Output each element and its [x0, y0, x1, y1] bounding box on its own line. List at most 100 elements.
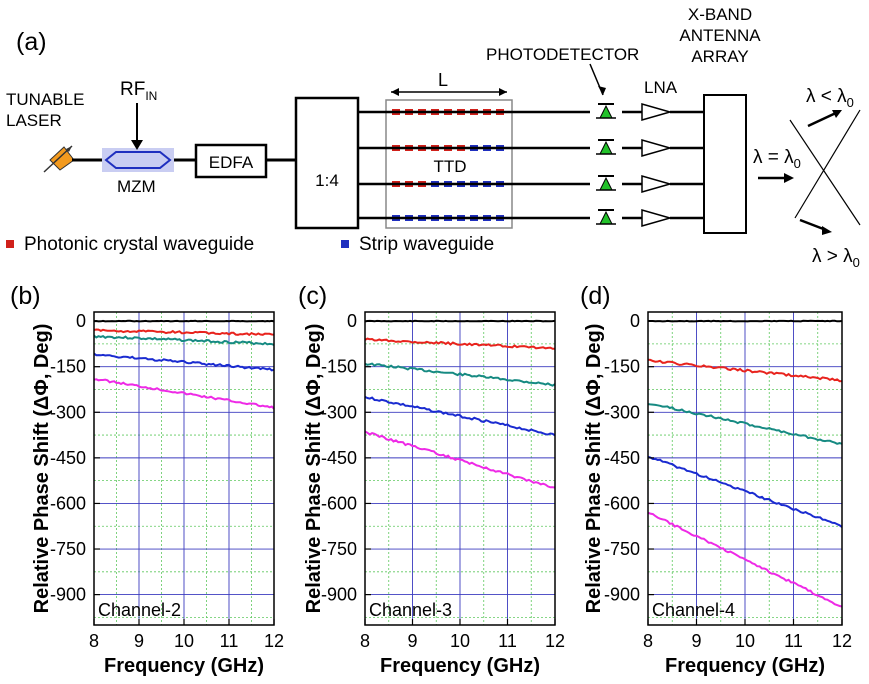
lna-amplifier-icon [641, 209, 673, 227]
channel-annotation: Channel-4 [652, 600, 735, 620]
laser-icon [43, 145, 75, 173]
ttd-box [385, 99, 513, 229]
beam-eq-label: λ = λ0 [753, 147, 801, 171]
lna-amplifier-icon [641, 139, 673, 157]
series-line [93, 352, 275, 372]
photodetector-label: PHOTODETECTOR [486, 45, 639, 64]
legend-pc-swatch [6, 240, 14, 248]
y-tick-label: -600 [604, 493, 640, 513]
panel-label-a: (a) [16, 28, 47, 56]
x-tick-label: 12 [545, 631, 565, 651]
y-tick-label: -300 [604, 402, 640, 422]
x-axis-label: Frequency (GHz) [380, 655, 540, 677]
mzm-modulator [102, 148, 174, 172]
y-tick-label: -750 [321, 539, 357, 559]
schematic-diagram: (a) TUNABLE LASER MZM RFIN EDFA 1:4 [6, 5, 861, 270]
series-line [93, 319, 275, 323]
y-tick-label: -300 [321, 402, 357, 422]
series-line [647, 511, 843, 608]
y-tick-label: -750 [604, 539, 640, 559]
phase-shift-charts: (b) 8 9 10 11 12 0 -150 -300 -450 -600 -750 -900 Chan… [10, 282, 852, 677]
panel-label: (c) [298, 282, 327, 310]
x-tick-label: 8 [89, 631, 99, 651]
tunable-laser-label-line1: TUNABLE [6, 90, 84, 109]
x-tick-label: 10 [450, 631, 470, 651]
beam-gt-label: λ > λ0 [812, 246, 860, 270]
beam-center-arrow-icon [784, 173, 794, 183]
x-tick-label: 10 [735, 631, 755, 651]
panel-label: (b) [10, 282, 41, 310]
y-axis-label: Relative Phase Shift (ΔΦ, Deg) [303, 324, 325, 614]
series-line [364, 395, 556, 437]
beam-down-arrow-icon [822, 226, 832, 235]
mzm-label: MZM [117, 177, 156, 196]
channel-annotation: Channel-2 [98, 600, 181, 620]
chart-panel: (b) 8 9 10 11 12 0 -150 -300 -450 -600 -750 -900 Chan… [10, 282, 284, 677]
y-tick-label: -300 [50, 402, 86, 422]
x-tick-label: 9 [691, 631, 701, 651]
lna-label: LNA [644, 78, 678, 97]
legend-strip-swatch [341, 240, 349, 248]
x-tick-label: 9 [407, 631, 417, 651]
tunable-laser-label-line2: LASER [6, 111, 62, 130]
legend-strip-label: Strip waveguide [359, 234, 494, 255]
x-tick-label: 10 [174, 631, 194, 651]
series-line [93, 378, 275, 410]
rf-in-arrow-icon [131, 140, 143, 150]
x-tick-label: 8 [360, 631, 370, 651]
x-tick-label: 8 [643, 631, 653, 651]
antenna-label-line1: X-BAND [688, 5, 752, 24]
rf-in-label: RFIN [120, 79, 157, 103]
y-tick-label: 0 [76, 311, 86, 331]
legend-pc-label: Photonic crystal waveguide [24, 234, 254, 255]
series-line [364, 319, 556, 323]
y-tick-label: -900 [50, 585, 86, 605]
channel-annotation: Channel-3 [369, 600, 452, 620]
y-tick-label: -600 [50, 493, 86, 513]
y-tick-label: 0 [630, 311, 640, 331]
antenna-label-line2: ANTENNA [679, 26, 761, 45]
antenna-array-box [703, 94, 747, 234]
y-axis-label: Relative Phase Shift (ΔΦ, Deg) [31, 324, 53, 614]
beam-up-arrow-icon [832, 110, 842, 118]
series-line [648, 319, 843, 323]
x-tick-label: 12 [832, 631, 852, 651]
series-line [364, 362, 556, 387]
series-line [93, 328, 275, 337]
ttd-label: TTD [433, 157, 466, 176]
x-tick-label: 9 [134, 631, 144, 651]
series-line [647, 455, 843, 528]
splitter-label: 1:4 [315, 171, 339, 190]
y-tick-label: -750 [50, 539, 86, 559]
series-line [364, 337, 556, 350]
x-tick-label: 11 [498, 631, 517, 651]
y-tick-label: -900 [321, 585, 357, 605]
photodetector-icon [590, 103, 622, 121]
lna-amplifier-icon [641, 175, 673, 193]
x-tick-label: 11 [220, 631, 239, 651]
photodetector-icon [590, 209, 622, 227]
x-axis-label: Frequency (GHz) [104, 655, 264, 677]
y-tick-label: -450 [50, 448, 86, 468]
edfa-label: EDFA [209, 153, 254, 172]
splitter-box [294, 96, 360, 230]
beam-line-2 [794, 109, 861, 219]
x-tick-label: 11 [784, 631, 803, 651]
chart-panel: (c) 8 9 10 11 12 0 -150 -300 -450 -600 -750 -900 Chan… [298, 282, 565, 677]
y-tick-label: -150 [321, 357, 357, 377]
y-tick-label: -150 [604, 357, 640, 377]
y-tick-label: -900 [604, 585, 640, 605]
y-tick-label: -450 [604, 448, 640, 468]
y-tick-label: -150 [50, 357, 86, 377]
length-label: L [438, 70, 448, 90]
chart-panel: (d) 8 9 10 11 12 0 -150 -300 -450 -600 -750 -900 Chan… [580, 282, 852, 677]
series-line [647, 358, 843, 383]
antenna-label-line3: ARRAY [691, 47, 748, 66]
y-tick-label: 0 [347, 311, 357, 331]
x-tick-label: 12 [264, 631, 284, 651]
beam-line-1 [789, 119, 861, 226]
lna-amplifier-icon [641, 103, 673, 121]
panel-label: (d) [580, 282, 611, 310]
series-line [364, 430, 556, 489]
